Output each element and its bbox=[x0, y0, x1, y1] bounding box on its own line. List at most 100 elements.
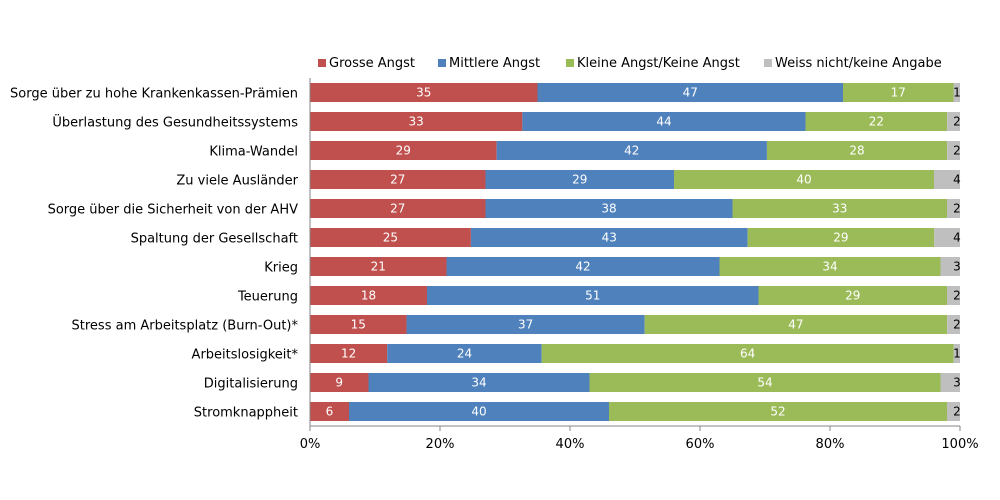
bar-row: 25 43 29 4 bbox=[310, 228, 961, 247]
bar-segment-mittlere-angst bbox=[485, 170, 674, 189]
data-label: 15 bbox=[351, 318, 366, 332]
legend-item-kleine-angst-keine-angst: Kleine Angst/Keine Angst bbox=[566, 56, 740, 71]
legend-label: Mittlere Angst bbox=[449, 56, 540, 71]
x-axis: 0% 20% 40% 60% 80% 100% bbox=[300, 78, 979, 452]
bar-segment-weiss-nicht-keine-angabe bbox=[934, 170, 960, 189]
legend-item-grosse-angst: Grosse Angst bbox=[318, 56, 415, 71]
data-label: 2 bbox=[953, 144, 961, 158]
data-label: 2 bbox=[953, 405, 961, 419]
bar-segment-weiss-nicht-keine-angabe bbox=[953, 344, 960, 363]
category-label: Digitalisierung bbox=[204, 377, 298, 392]
bar-segment-kleine-angst-keine-angst bbox=[609, 402, 947, 421]
bar-segment-mittlere-angst bbox=[368, 373, 590, 392]
bar-segment-grosse-angst bbox=[310, 83, 538, 102]
data-label: 27 bbox=[390, 173, 405, 187]
data-label: 38 bbox=[601, 202, 616, 216]
data-label: 64 bbox=[740, 347, 755, 361]
bar-segment-mittlere-angst bbox=[496, 141, 767, 160]
bar-row: 15 37 47 2 bbox=[310, 315, 961, 334]
x-tick-label: 20% bbox=[426, 437, 455, 452]
bar-segment-grosse-angst bbox=[310, 228, 471, 247]
data-label: 37 bbox=[518, 318, 533, 332]
bar-row: 12 24 64 1 bbox=[310, 344, 961, 363]
data-label: 4 bbox=[953, 173, 961, 187]
data-label: 29 bbox=[396, 144, 411, 158]
bar-segment-grosse-angst bbox=[310, 315, 407, 334]
category-label: Klima-Wandel bbox=[209, 145, 298, 160]
data-label: 40 bbox=[796, 173, 811, 187]
x-tick-label: 40% bbox=[556, 437, 585, 452]
bar-segment-kleine-angst-keine-angst bbox=[758, 286, 947, 305]
bar-segment-grosse-angst bbox=[310, 141, 497, 160]
data-label: 2 bbox=[953, 202, 961, 216]
bar-segment-kleine-angst-keine-angst bbox=[541, 344, 954, 363]
bar-segment-weiss-nicht-keine-angabe bbox=[953, 83, 960, 102]
data-label: 9 bbox=[335, 376, 343, 390]
bar-row: 33 44 22 2 bbox=[310, 112, 961, 131]
category-label: Arbeitslosigkeit* bbox=[192, 348, 299, 363]
data-label: 33 bbox=[832, 202, 847, 216]
x-tick-label: 0% bbox=[300, 437, 321, 452]
legend-swatch bbox=[566, 59, 574, 67]
bar-segment-mittlere-angst bbox=[446, 257, 720, 276]
bar-segment-weiss-nicht-keine-angabe bbox=[947, 199, 960, 218]
data-label: 1 bbox=[953, 86, 961, 100]
bar-segment-weiss-nicht-keine-angabe bbox=[940, 373, 960, 392]
data-label: 12 bbox=[341, 347, 356, 361]
bar-segment-weiss-nicht-keine-angabe bbox=[947, 402, 960, 421]
data-label: 42 bbox=[575, 260, 590, 274]
bar-segment-kleine-angst-keine-angst bbox=[719, 257, 941, 276]
data-label: 3 bbox=[953, 376, 961, 390]
bar-segment-weiss-nicht-keine-angabe bbox=[947, 112, 960, 131]
legend-label: Grosse Angst bbox=[329, 56, 415, 71]
legend-swatch bbox=[764, 59, 772, 67]
bar-segment-mittlere-angst bbox=[406, 315, 645, 334]
category-label: Überlastung des Gesundheitssystems bbox=[52, 114, 298, 131]
x-tick-label: 60% bbox=[686, 437, 715, 452]
data-label: 2 bbox=[953, 318, 961, 332]
data-label: 2 bbox=[953, 289, 961, 303]
legend-swatch bbox=[438, 59, 446, 67]
legend-label: Kleine Angst/Keine Angst bbox=[577, 56, 740, 71]
data-label: 6 bbox=[326, 405, 334, 419]
bar-segment-kleine-angst-keine-angst bbox=[843, 83, 954, 102]
legend-item-mittlere-angst: Mittlere Angst bbox=[438, 56, 540, 71]
category-labels: Sorge über zu hohe Krankenkassen-Prämien… bbox=[10, 87, 299, 421]
data-label: 42 bbox=[624, 144, 639, 158]
bar-segment-kleine-angst-keine-angst bbox=[644, 315, 948, 334]
data-label: 25 bbox=[383, 231, 398, 245]
category-label: Stress am Arbeitsplatz (Burn-Out)* bbox=[72, 319, 299, 334]
data-label: 33 bbox=[409, 115, 424, 129]
bar-segment-mittlere-angst bbox=[485, 199, 733, 218]
data-label: 17 bbox=[891, 86, 906, 100]
data-label: 54 bbox=[757, 376, 772, 390]
category-label: Sorge über die Sicherheit von der AHV bbox=[48, 203, 299, 218]
data-label: 35 bbox=[416, 86, 431, 100]
bar-segment-grosse-angst bbox=[310, 402, 349, 421]
bar-segment-mittlere-angst bbox=[349, 402, 609, 421]
bar-segment-mittlere-angst bbox=[537, 83, 843, 102]
bar-segment-kleine-angst-keine-angst bbox=[732, 199, 947, 218]
bar-segment-kleine-angst-keine-angst bbox=[747, 228, 935, 247]
category-label: Stromknappheit bbox=[194, 406, 298, 421]
data-label: 34 bbox=[822, 260, 837, 274]
bar-row: 18 51 29 2 bbox=[310, 286, 961, 305]
legend-item-weiss-nicht-keine-angabe: Weiss nicht/keine Angabe bbox=[764, 56, 942, 71]
bar-segment-mittlere-angst bbox=[427, 286, 759, 305]
data-label: 24 bbox=[457, 347, 472, 361]
category-label: Spaltung der Gesellschaft bbox=[131, 232, 298, 247]
data-label: 40 bbox=[471, 405, 486, 419]
data-label: 18 bbox=[361, 289, 376, 303]
data-label: 3 bbox=[953, 260, 961, 274]
data-label: 52 bbox=[770, 405, 785, 419]
data-label: 2 bbox=[953, 115, 961, 129]
bar-row: 6 40 52 2 bbox=[310, 402, 961, 421]
data-label: 21 bbox=[371, 260, 386, 274]
data-label: 28 bbox=[849, 144, 864, 158]
bar-segment-weiss-nicht-keine-angabe bbox=[947, 286, 960, 305]
bar-segment-weiss-nicht-keine-angabe bbox=[934, 228, 960, 247]
bar-segment-kleine-angst-keine-angst bbox=[805, 112, 948, 131]
bar-segment-grosse-angst bbox=[310, 257, 447, 276]
data-label: 29 bbox=[833, 231, 848, 245]
